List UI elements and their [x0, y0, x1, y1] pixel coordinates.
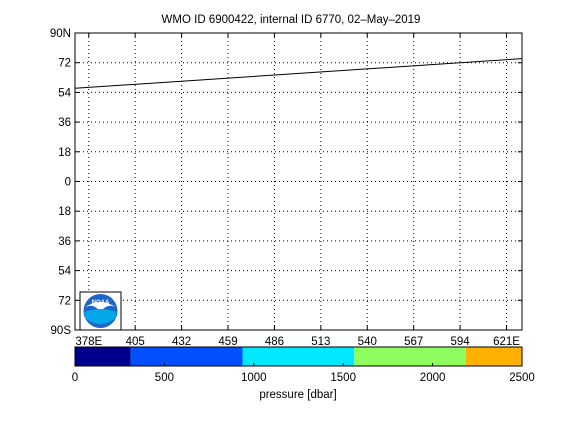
- y-tick-label: 54: [58, 87, 71, 99]
- x-tick-label: 567: [404, 336, 423, 348]
- colorbar-tick-label: 0: [72, 372, 78, 384]
- x-tick-label: 486: [265, 336, 284, 348]
- logo-gull: [84, 302, 117, 312]
- colorbar-segment: [130, 347, 243, 366]
- y-tick-label: 90S: [51, 325, 72, 337]
- x-tick-label: 459: [218, 336, 237, 348]
- colorbar-segment: [75, 347, 131, 366]
- y-tick-label: 54: [58, 266, 71, 278]
- colorbar-segment: [466, 347, 522, 366]
- y-tick-label: 18: [58, 206, 71, 218]
- colorbar-tick-label: 1500: [330, 372, 356, 384]
- colorbar-tick-label: 1000: [241, 372, 267, 384]
- x-tick-label: 513: [311, 336, 330, 348]
- plot-area: 90N 72 54 36 18 0 18 36 54 72 90S 378E 405 432 459 486…: [50, 28, 523, 348]
- colorbar-tick-label: 2500: [509, 372, 535, 384]
- x-tick-label: 540: [358, 336, 377, 348]
- colorbar-segment: [242, 347, 355, 366]
- y-tick-label: 0: [65, 177, 71, 189]
- plot-background: [75, 33, 522, 330]
- noaa-logo: NOAA: [79, 291, 122, 331]
- x-tick-label: 378E: [75, 336, 102, 348]
- series-layer: [74, 58, 523, 89]
- colorbar-tick-label: 2000: [420, 372, 446, 384]
- x-tick-label: 621E: [493, 336, 520, 348]
- y-axis-ticks: 90N 72 54 36 18 0 18 36 54 72 90S: [50, 28, 522, 337]
- colorbar-segment: [354, 347, 467, 366]
- colorbar-ticks: 0 500 1000 1500 2000 2500: [72, 363, 535, 384]
- trajectory-line: [74, 58, 523, 89]
- plot-frame: [74, 32, 523, 331]
- chart-title: WMO ID 6900422, internal ID 6770, 02–May…: [162, 14, 421, 26]
- colorbar-label: pressure [dbar]: [259, 389, 336, 401]
- logo-text: NOAA: [92, 300, 110, 306]
- colorbar-frame: [74, 346, 523, 367]
- x-tick-label: 432: [172, 336, 191, 348]
- y-tick-label: 72: [58, 295, 71, 307]
- y-tick-label: 36: [58, 117, 71, 129]
- colorbar-segments: [75, 347, 522, 366]
- grid-lines: [75, 33, 522, 330]
- y-tick-label: 18: [58, 147, 71, 159]
- logo-wave: [84, 309, 117, 324]
- colorbar: 0 500 1000 1500 2000 2500 pressure [dbar]: [72, 346, 535, 401]
- x-axis-ticks: 378E 405 432 459 486 513 540 567 594 621E: [75, 33, 520, 348]
- y-tick-label: 72: [58, 58, 71, 70]
- colorbar-tick-label: 500: [155, 372, 174, 384]
- y-tick-label: 90N: [50, 28, 71, 40]
- y-tick-label: 36: [58, 236, 71, 248]
- x-tick-label: 594: [451, 336, 471, 348]
- x-tick-label: 405: [126, 336, 145, 348]
